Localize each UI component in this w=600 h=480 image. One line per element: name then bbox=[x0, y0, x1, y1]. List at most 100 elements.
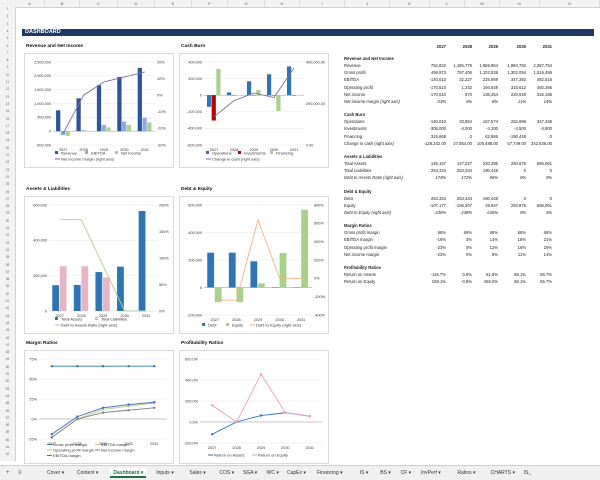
row-header[interactable]: 56 bbox=[0, 409, 15, 413]
row-header[interactable]: 2 bbox=[0, 14, 15, 18]
column-header[interactable]: A bbox=[15, 0, 45, 7]
cell-value[interactable]: 250,875 bbox=[500, 161, 526, 166]
sheet-tab-wc[interactable]: WC ▾ bbox=[264, 468, 282, 478]
cell-value[interactable]: 0 bbox=[446, 134, 472, 139]
cell-value[interactable]: 0 bbox=[500, 168, 526, 173]
column-header[interactable]: B bbox=[45, 0, 80, 7]
cell-value[interactable]: 172% bbox=[446, 175, 472, 180]
cell-value[interactable]: 870 bbox=[446, 92, 472, 97]
column-header[interactable]: D bbox=[118, 0, 155, 7]
cell-value[interactable]: -116.7% bbox=[420, 272, 446, 277]
sheet-tab-dashboard[interactable]: Dashboard ▾ bbox=[110, 468, 146, 478]
cell-value[interactable]: 0 bbox=[526, 196, 552, 201]
row-header[interactable]: 21 bbox=[0, 153, 15, 157]
row-header[interactable]: 49 bbox=[0, 357, 15, 361]
cell-value[interactable]: 12% bbox=[472, 245, 498, 250]
column-header[interactable]: G bbox=[228, 0, 265, 7]
row-header[interactable]: 22 bbox=[0, 160, 15, 164]
row-header[interactable]: 10 bbox=[0, 73, 15, 77]
cell-value[interactable]: -19% bbox=[420, 237, 446, 242]
cell-value[interactable]: 14% bbox=[526, 99, 552, 104]
cell-value[interactable]: 11% bbox=[500, 99, 526, 104]
cell-value[interactable]: 1,102,538 bbox=[472, 70, 498, 75]
cell-value[interactable]: -140,010 bbox=[420, 77, 446, 82]
cell-value[interactable]: 14% bbox=[526, 252, 552, 257]
row-header[interactable]: 14 bbox=[0, 102, 15, 106]
cell-value[interactable]: 61.8% bbox=[472, 272, 498, 277]
row-header[interactable]: 61 bbox=[0, 445, 15, 449]
cell-value[interactable]: 0 bbox=[526, 168, 552, 173]
column-header[interactable]: F bbox=[192, 0, 228, 7]
sheet-tab-sga[interactable]: SGA ▾ bbox=[240, 468, 260, 478]
row-header[interactable]: 36 bbox=[0, 263, 15, 267]
cell-value[interactable]: -23% bbox=[420, 245, 446, 250]
cell-value[interactable]: 1,519,486 bbox=[526, 70, 552, 75]
cell-value[interactable]: 482,516 bbox=[526, 77, 552, 82]
row-header[interactable]: 35 bbox=[0, 255, 15, 259]
row-header[interactable]: 54 bbox=[0, 394, 15, 398]
cell-value[interactable]: 347,382 bbox=[500, 77, 526, 82]
row-header[interactable]: 3 bbox=[0, 22, 15, 26]
cell-value[interactable]: 0% bbox=[500, 210, 526, 215]
sheet-tab-cf[interactable]: CF ▾ bbox=[398, 468, 415, 478]
cell-value[interactable]: -238% bbox=[446, 210, 472, 215]
cell-value[interactable]: 0% bbox=[526, 210, 552, 215]
cell-value[interactable]: 347,436 bbox=[526, 119, 552, 124]
cell-value[interactable]: 499,973 bbox=[420, 70, 446, 75]
cell-value[interactable]: 0 bbox=[526, 134, 552, 139]
cell-value[interactable]: 1,659,954 bbox=[472, 63, 498, 68]
cell-value[interactable]: 147,027 bbox=[446, 161, 472, 166]
row-header[interactable]: 7 bbox=[0, 51, 15, 55]
column-header[interactable]: N bbox=[500, 0, 540, 7]
cell-value[interactable]: 342,636.00 bbox=[526, 141, 552, 146]
row-header[interactable]: 32 bbox=[0, 233, 15, 237]
cell-value[interactable]: 0% bbox=[446, 245, 472, 250]
row-header[interactable]: 6 bbox=[0, 44, 15, 48]
row-header[interactable]: 13 bbox=[0, 95, 15, 99]
row-header[interactable]: 48 bbox=[0, 350, 15, 354]
cell-value[interactable]: -4,800 bbox=[526, 126, 552, 131]
row-header[interactable]: 25 bbox=[0, 182, 15, 186]
cell-value[interactable]: 62,886 bbox=[472, 134, 498, 139]
cell-value[interactable]: -140,010 bbox=[420, 119, 446, 124]
row-header[interactable]: 4 bbox=[0, 29, 15, 33]
cell-value[interactable]: -236% bbox=[420, 210, 446, 215]
cell-value[interactable]: -0.8% bbox=[446, 279, 472, 284]
cell-value[interactable]: 146,157 bbox=[420, 161, 446, 166]
cell-value[interactable]: -106,307 bbox=[446, 203, 472, 208]
column-header[interactable]: J bbox=[345, 0, 390, 7]
cell-value[interactable]: 66% bbox=[472, 230, 498, 235]
cell-value[interactable]: -107,177 bbox=[420, 203, 446, 208]
cell-value[interactable]: 0.6% bbox=[446, 272, 472, 277]
cell-value[interactable]: 3% bbox=[446, 237, 472, 242]
row-header[interactable]: 50 bbox=[0, 365, 15, 369]
sheet-tab-sales[interactable]: Sales ▾ bbox=[186, 468, 208, 478]
cell-value[interactable]: 315,612 bbox=[500, 85, 526, 90]
row-header[interactable]: 19 bbox=[0, 138, 15, 142]
column-header[interactable]: I bbox=[300, 0, 345, 7]
cell-value[interactable]: 752,822 bbox=[420, 63, 446, 68]
row-header[interactable]: 59 bbox=[0, 430, 15, 434]
sheet-tab-invperf[interactable]: InvPerf ▾ bbox=[418, 468, 444, 478]
cell-value[interactable]: 0 bbox=[500, 196, 526, 201]
cell-value[interactable]: 11% bbox=[500, 252, 526, 257]
cell-value[interactable]: 450,266 bbox=[526, 85, 552, 90]
row-header[interactable]: 45 bbox=[0, 328, 15, 332]
cell-value[interactable]: 315,186 bbox=[526, 92, 552, 97]
cell-value[interactable]: -170,510 bbox=[420, 92, 446, 97]
cell-value[interactable]: 252,698 bbox=[500, 119, 526, 124]
row-header[interactable]: 12 bbox=[0, 87, 15, 91]
column-header[interactable]: L bbox=[430, 0, 465, 7]
row-header[interactable]: 28 bbox=[0, 204, 15, 208]
cell-value[interactable]: 8% bbox=[472, 99, 498, 104]
row-header[interactable]: 38 bbox=[0, 277, 15, 281]
cell-value[interactable]: 455.0% bbox=[472, 279, 498, 284]
cell-value[interactable]: 250,875 bbox=[500, 203, 526, 208]
cell-value[interactable]: -23% bbox=[420, 99, 446, 104]
cell-value[interactable]: -190,448 bbox=[500, 134, 526, 139]
row-header[interactable]: 37 bbox=[0, 270, 15, 274]
row-header[interactable]: 44 bbox=[0, 321, 15, 325]
cell-value[interactable]: 225,969 bbox=[472, 77, 498, 82]
row-header[interactable]: 33 bbox=[0, 241, 15, 245]
